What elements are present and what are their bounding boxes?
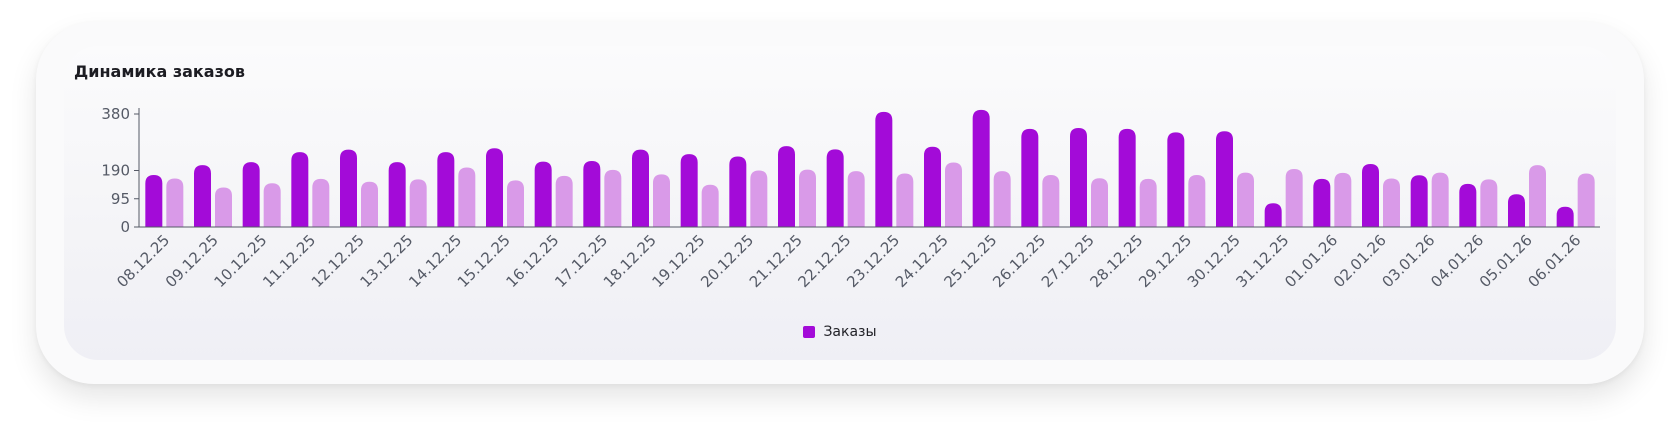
- x-tick-label: 03.01.26: [1379, 231, 1439, 291]
- x-tick-label: 26.12.25: [989, 231, 1049, 291]
- bar-orders: [534, 161, 552, 227]
- x-tick-label: 21.12.25: [746, 231, 806, 291]
- x-tick-label: 29.12.25: [1135, 231, 1195, 291]
- bar-orders: [1264, 203, 1282, 227]
- bar-secondary: [896, 173, 914, 227]
- x-tick-label: 11.12.25: [259, 231, 319, 291]
- x-tick-label: 20.12.25: [697, 231, 757, 291]
- chart-legend: Заказы: [0, 324, 1680, 340]
- bar-orders: [778, 146, 795, 227]
- x-tick-label: 09.12.25: [162, 231, 222, 291]
- bar-secondary: [750, 170, 768, 227]
- x-tick-label: 13.12.25: [357, 231, 417, 291]
- bar-secondary: [312, 178, 330, 227]
- bar-secondary: [1334, 172, 1352, 227]
- bar-secondary: [1285, 169, 1303, 227]
- x-tick-label: 30.12.25: [1184, 231, 1244, 291]
- legend-label-orders[interactable]: Заказы: [823, 324, 877, 340]
- x-tick-label: 14.12.25: [405, 231, 465, 291]
- bar-orders: [1021, 128, 1039, 227]
- x-tick-label: 15.12.25: [454, 231, 514, 291]
- bar-orders: [486, 148, 503, 227]
- bar-secondary: [409, 179, 427, 227]
- bar-orders: [1459, 183, 1477, 227]
- bar-secondary: [847, 171, 865, 227]
- bar-orders: [437, 152, 455, 227]
- bar-secondary: [1188, 174, 1206, 227]
- bar-secondary: [555, 175, 573, 227]
- legend-swatch-orders[interactable]: [803, 326, 816, 338]
- bar-secondary: [1577, 173, 1595, 227]
- x-tick-label: 25.12.25: [941, 231, 1001, 291]
- bar-orders: [1167, 132, 1185, 227]
- x-tick-label: 24.12.25: [892, 231, 952, 291]
- bar-orders: [1508, 194, 1525, 227]
- bar-secondary: [993, 171, 1011, 227]
- bar-secondary: [945, 162, 962, 227]
- bar-orders: [826, 149, 844, 227]
- bar-secondary: [799, 169, 816, 227]
- bar-secondary: [507, 180, 524, 227]
- x-tick-label: 12.12.25: [308, 231, 368, 291]
- bar-orders: [1118, 128, 1136, 227]
- x-tick-label: 23.12.25: [843, 231, 903, 291]
- x-tick-label: 02.01.26: [1330, 231, 1390, 291]
- x-tick-label: 27.12.25: [1038, 231, 1098, 291]
- bar-secondary: [701, 184, 719, 227]
- bar-secondary: [1383, 178, 1400, 227]
- bar-orders: [145, 174, 163, 227]
- bar-orders: [291, 152, 309, 227]
- bar-secondary: [604, 169, 622, 227]
- bar-orders: [583, 160, 601, 227]
- bar-secondary: [1529, 165, 1546, 227]
- chart-title: Динамика заказов: [74, 62, 245, 81]
- bar-orders: [1362, 163, 1379, 227]
- y-tick-label: 190: [101, 162, 130, 180]
- bar-secondary: [215, 187, 232, 227]
- y-tick-label: 95: [111, 190, 130, 208]
- bar-secondary: [653, 174, 670, 227]
- x-tick-label: 08.12.25: [113, 231, 173, 291]
- x-tick-label: 04.01.26: [1427, 231, 1487, 291]
- bar-secondary: [1237, 172, 1254, 227]
- x-tick-label: 19.12.25: [649, 231, 709, 291]
- x-tick-label: 28.12.25: [1087, 231, 1147, 291]
- bar-orders: [242, 162, 260, 227]
- y-tick-label: 380: [101, 105, 130, 123]
- bar-orders: [1070, 127, 1087, 227]
- bar-orders: [388, 162, 406, 227]
- bar-secondary: [1431, 172, 1449, 227]
- bar-orders: [875, 111, 893, 227]
- x-tick-label: 05.01.26: [1476, 231, 1536, 291]
- x-tick-label: 01.01.26: [1281, 231, 1341, 291]
- x-tick-label: 06.01.26: [1525, 231, 1585, 291]
- x-tick-label: 18.12.25: [600, 231, 660, 291]
- bar-orders: [1410, 175, 1428, 227]
- x-tick-label: 17.12.25: [551, 231, 611, 291]
- bar-orders: [1556, 206, 1574, 227]
- bar-secondary: [1042, 174, 1060, 227]
- x-tick-label: 16.12.25: [503, 231, 563, 291]
- bar-orders: [680, 154, 698, 227]
- bar-orders: [972, 109, 990, 227]
- bar-orders: [340, 149, 357, 227]
- bar-orders: [1216, 131, 1233, 227]
- x-tick-label: 10.12.25: [211, 231, 271, 291]
- bar-secondary: [458, 167, 476, 227]
- bar-secondary: [1091, 178, 1108, 227]
- x-tick-label: 22.12.25: [795, 231, 855, 291]
- bar-secondary: [263, 183, 281, 227]
- bar-orders: [729, 156, 747, 227]
- bar-secondary: [1139, 178, 1157, 227]
- bar-orders: [1313, 178, 1331, 227]
- bar-orders: [632, 149, 649, 227]
- bar-orders: [194, 165, 211, 227]
- bar-secondary: [1480, 179, 1498, 227]
- y-tick-label: 0: [120, 218, 130, 236]
- bar-orders: [924, 146, 941, 227]
- bar-secondary: [166, 178, 184, 227]
- x-tick-label: 31.12.25: [1233, 231, 1293, 291]
- bar-secondary: [361, 181, 378, 227]
